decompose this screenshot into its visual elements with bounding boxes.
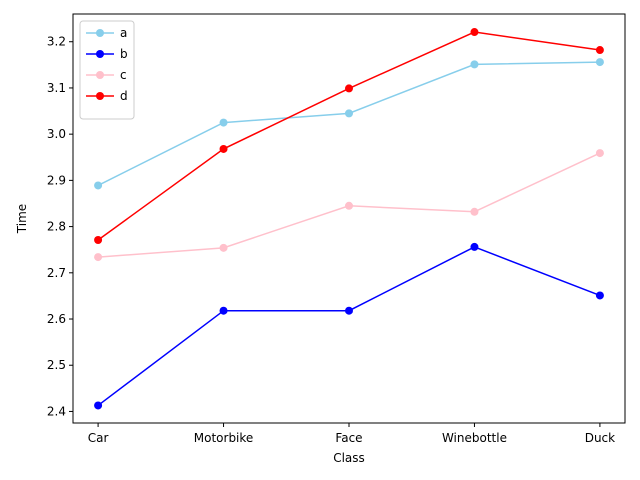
legend-marker (96, 92, 104, 100)
data-point (595, 291, 604, 300)
y-tick-label: 3.0 (47, 127, 66, 141)
series-b (94, 242, 604, 410)
data-point (219, 118, 228, 127)
legend-marker (96, 71, 104, 79)
data-point (345, 201, 353, 210)
data-point (94, 253, 103, 262)
legend-label: b (120, 47, 128, 61)
x-tick-label: Winebottle (442, 431, 507, 445)
data-point (219, 243, 228, 252)
plot-area (94, 28, 604, 410)
legend-marker (96, 50, 104, 58)
legend-label: d (120, 89, 128, 103)
y-axis: 2.4 2.5 2.6 2.7 2.8 2.9 3.0 3.1 3.2 (47, 35, 73, 418)
data-point (470, 60, 479, 69)
data-point (94, 401, 103, 410)
legend-item: c (86, 68, 127, 82)
y-tick-label: 2.6 (47, 312, 66, 326)
y-tick-label: 2.5 (47, 358, 66, 372)
data-point (470, 242, 479, 251)
data-point (345, 306, 353, 315)
y-tick-label: 3.1 (47, 81, 66, 95)
series-a (94, 58, 604, 190)
y-axis-label: Time (15, 204, 29, 234)
data-point (219, 306, 228, 315)
x-axis-label: Class (333, 451, 365, 465)
legend-box (79, 20, 135, 120)
x-tick-label: Duck (585, 431, 615, 445)
data-point (94, 235, 103, 244)
x-axis: Car Motorbike Face Winebottle Duck (88, 423, 615, 445)
x-tick-label: Face (335, 431, 362, 445)
data-point (470, 28, 479, 37)
legend-item: d (86, 89, 128, 103)
series-d (94, 28, 604, 244)
data-point (595, 46, 604, 55)
legend-marker (96, 29, 104, 37)
x-tick-label: Motorbike (194, 431, 254, 445)
legend-label: c (120, 68, 127, 82)
x-tick-label: Car (88, 431, 109, 445)
data-point (470, 207, 479, 216)
series-c (94, 149, 604, 262)
legend-item: b (86, 47, 128, 61)
data-point (595, 149, 604, 158)
y-tick-label: 2.7 (47, 266, 66, 280)
data-point (345, 84, 353, 93)
data-point (595, 58, 604, 67)
data-point (345, 109, 353, 118)
legend-item: a (86, 26, 127, 40)
y-tick-label: 2.9 (47, 173, 66, 187)
data-point (94, 181, 103, 190)
data-point (219, 144, 228, 153)
y-tick-label: 2.8 (47, 220, 66, 234)
y-tick-label: 2.4 (47, 404, 66, 418)
y-tick-label: 3.2 (47, 35, 66, 49)
legend-label: a (120, 26, 127, 40)
